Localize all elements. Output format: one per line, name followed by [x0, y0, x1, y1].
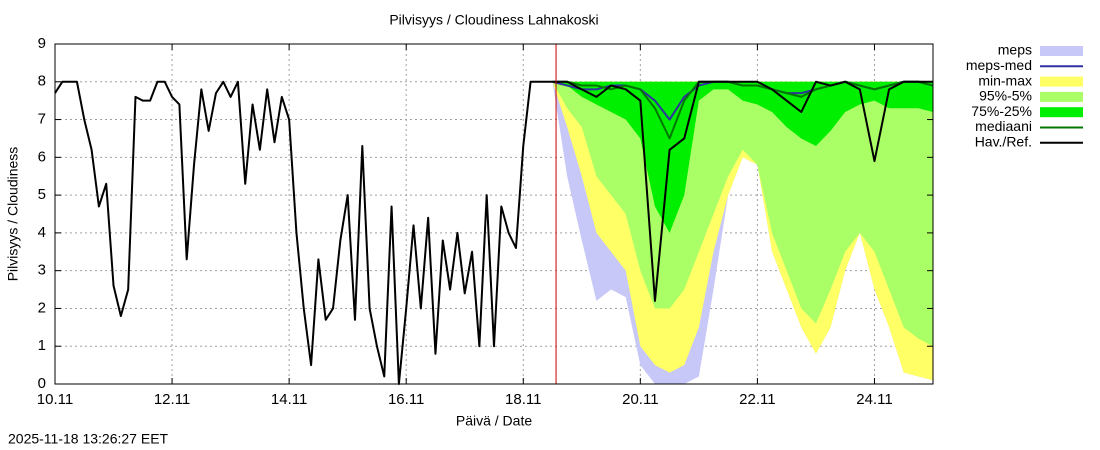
y-tick-label: 8: [38, 73, 46, 90]
band: [552, 81, 933, 233]
legend-swatch: [1040, 91, 1083, 102]
legend-label: meps-med: [966, 57, 1032, 73]
x-tick-label: 22.11: [739, 391, 775, 408]
y-tick-label: 1: [38, 337, 46, 354]
legend-label: 75%-25%: [971, 103, 1032, 119]
y-tick-label: 5: [38, 186, 46, 203]
y-axis-label: Pilvisyys / Cloudiness: [5, 147, 21, 282]
legend-swatch: [1040, 46, 1083, 56]
series-line: [552, 80, 934, 140]
chart-title: Pilvisyys / Cloudiness Lahnakoski: [389, 12, 598, 28]
legend-swatch: [1040, 107, 1083, 118]
y-tick-label: 6: [38, 148, 46, 165]
y-tick-label: 4: [38, 224, 46, 241]
y-tick-label: 7: [38, 111, 46, 128]
x-tick-label: 18.11: [505, 391, 541, 408]
x-tick-label: 10.11: [37, 391, 73, 408]
legend-label: meps: [998, 42, 1032, 58]
x-tick-label: 24.11: [856, 391, 892, 408]
y-tick-label: 2: [38, 299, 46, 316]
y-tick-label: 3: [38, 262, 46, 279]
legend-label: min-max: [978, 72, 1032, 88]
x-tick-label: 12.11: [154, 391, 190, 408]
legend-label: Hav./Ref.: [975, 134, 1032, 150]
legend-swatch: [1040, 76, 1083, 87]
x-tick-label: 14.11: [271, 391, 307, 408]
timestamp: 2025-11-18 13:26:27 EET: [8, 431, 169, 447]
x-tick-label: 16.11: [388, 391, 424, 408]
legend-label: 95%-5%: [979, 88, 1032, 104]
plot-frame: [54, 43, 934, 385]
y-tick-label: 9: [38, 35, 46, 52]
y-tick-label: 0: [38, 375, 46, 392]
x-tick-label: 20.11: [622, 391, 658, 408]
legend-label: mediaani: [975, 118, 1032, 134]
x-axis-label: Päivä / Date: [456, 413, 532, 429]
